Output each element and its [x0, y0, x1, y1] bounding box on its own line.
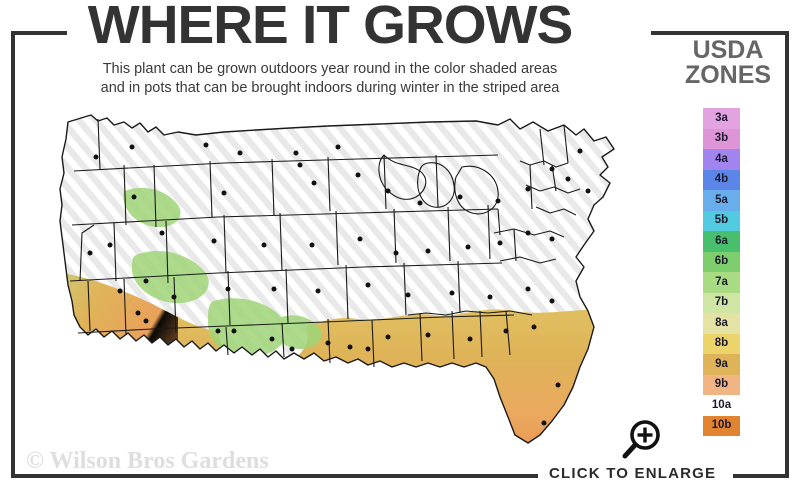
zone-swatch-9a: 9a [703, 354, 740, 375]
zone-swatch-10a: 10a [711, 398, 732, 411]
magnifier-plus-icon[interactable] [617, 418, 665, 462]
hardiness-zone-map[interactable] [28, 105, 648, 465]
zone-swatch-8b: 8b [703, 333, 740, 354]
legend-heading-line-2: ZONES [684, 61, 772, 89]
legend-heading-line-1: USDA [692, 36, 764, 64]
zone-swatch-10b: 10b [703, 415, 740, 436]
zone-swatch-6a: 6a [703, 231, 740, 252]
page-subtitle: This plant can be grown outdoors year ro… [30, 60, 630, 98]
map-state-borders [59, 114, 615, 444]
page-title: WHERE IT GROWS [87, 0, 574, 55]
watermark: © Wilson Bros Gardens [26, 448, 269, 474]
zone-swatch-4b: 4b [703, 169, 740, 190]
map-city-dots [87, 142, 591, 426]
zone-swatch-9b: 9b [703, 374, 740, 395]
zone-swatch-7b: 7b [703, 292, 740, 313]
zone-swatch-4a: 4a [703, 149, 740, 170]
zone-swatch-3b: 3b [703, 128, 740, 149]
zone-swatch-8a: 8a [703, 313, 740, 334]
zone-swatch-5b: 5b [703, 210, 740, 231]
frame-bottom-right-border [733, 474, 789, 478]
frame-left-border [11, 31, 15, 478]
legend-heading: USDA ZONES [668, 38, 788, 88]
subtitle-line-1: This plant can be grown outdoors year ro… [102, 61, 558, 77]
usda-zone-legend: 3a 3b 4a 4b 5a 5b 6a 6b 7a 7b 8a 8b 9a 9b 10a 10b [703, 108, 740, 436]
zone-swatch-3a: 3a [703, 108, 740, 129]
click-to-enlarge-label[interactable]: CLICK TO ENLARGE [549, 465, 717, 482]
frame-top-left-border [11, 31, 67, 35]
zone-swatch-5a: 5a [703, 190, 740, 211]
frame-bottom-left-border [11, 474, 538, 478]
map-svg [59, 114, 615, 444]
frame-right-border [785, 31, 789, 478]
zone-swatch-7a: 7a [703, 272, 740, 293]
zone-swatch-6b: 6b [703, 251, 740, 272]
subtitle-line-2: and in pots that can be brought indoors … [100, 80, 560, 96]
frame-top-right-border [651, 31, 789, 35]
